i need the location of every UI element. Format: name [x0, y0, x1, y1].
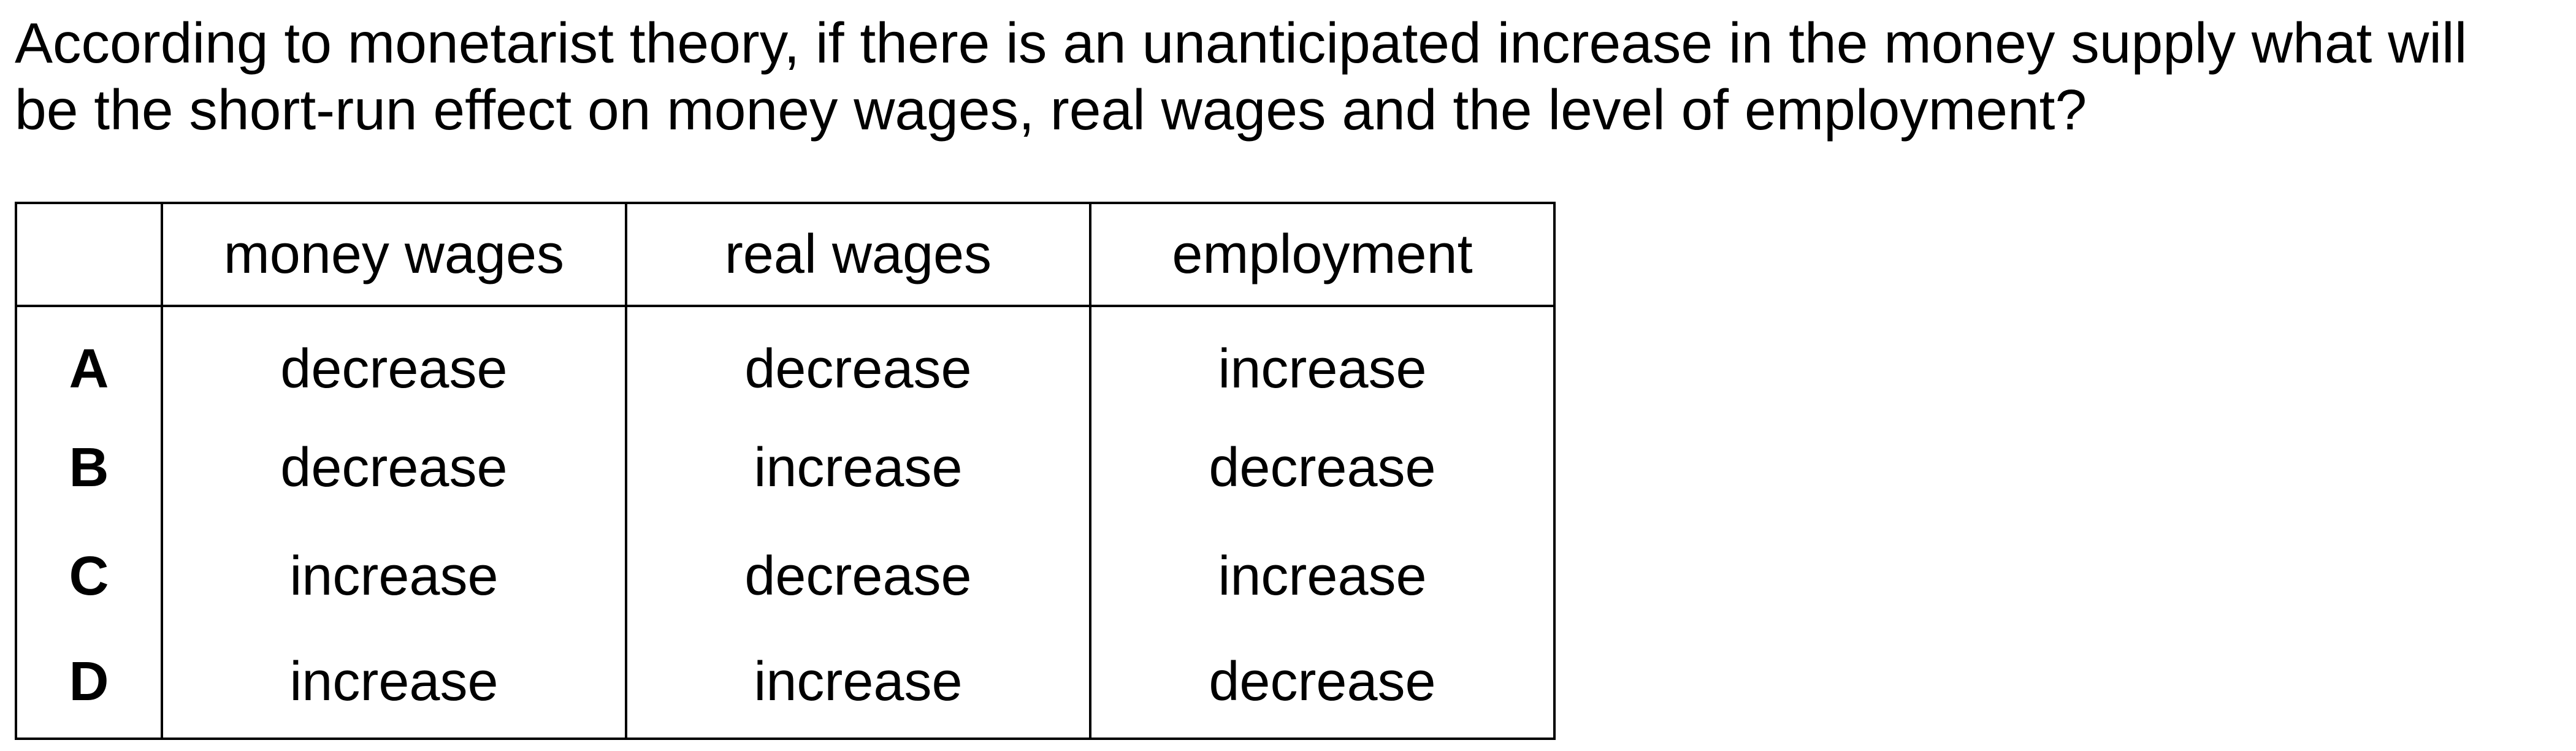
- option-letter: A: [15, 306, 163, 414]
- employment-cell: increase: [1088, 522, 1556, 631]
- employment-cell: increase: [1088, 306, 1556, 414]
- option-letter: B: [15, 414, 163, 522]
- option-row-a[interactable]: A decrease decrease increase: [15, 306, 1556, 414]
- answer-options-table: money wages real wages employment A decr…: [15, 202, 1556, 740]
- header-empty-cell: [15, 202, 163, 307]
- header-real-wages: real wages: [624, 202, 1091, 307]
- money-wages-cell: decrease: [160, 414, 627, 522]
- header-employment: employment: [1088, 202, 1556, 307]
- real-wages-cell: increase: [624, 414, 1091, 522]
- question-text: According to monetarist theory, if there…: [15, 10, 2529, 143]
- real-wages-cell: increase: [624, 630, 1091, 740]
- employment-cell: decrease: [1088, 630, 1556, 740]
- option-row-d[interactable]: D increase increase decrease: [15, 630, 1556, 740]
- money-wages-cell: increase: [160, 522, 627, 631]
- option-letter: C: [15, 522, 163, 631]
- real-wages-cell: decrease: [624, 522, 1091, 631]
- employment-cell: decrease: [1088, 414, 1556, 522]
- money-wages-cell: increase: [160, 630, 627, 740]
- option-row-c[interactable]: C increase decrease increase: [15, 522, 1556, 631]
- real-wages-cell: decrease: [624, 306, 1091, 414]
- option-row-b[interactable]: B decrease increase decrease: [15, 414, 1556, 522]
- question-line-1: According to monetarist theory, if there…: [15, 11, 2467, 75]
- money-wages-cell: decrease: [160, 306, 627, 414]
- header-money-wages: money wages: [160, 202, 627, 307]
- option-letter: D: [15, 630, 163, 740]
- question-line-2: be the short-run effect on money wages, …: [15, 78, 2087, 142]
- table-header-row: money wages real wages employment: [15, 202, 1556, 307]
